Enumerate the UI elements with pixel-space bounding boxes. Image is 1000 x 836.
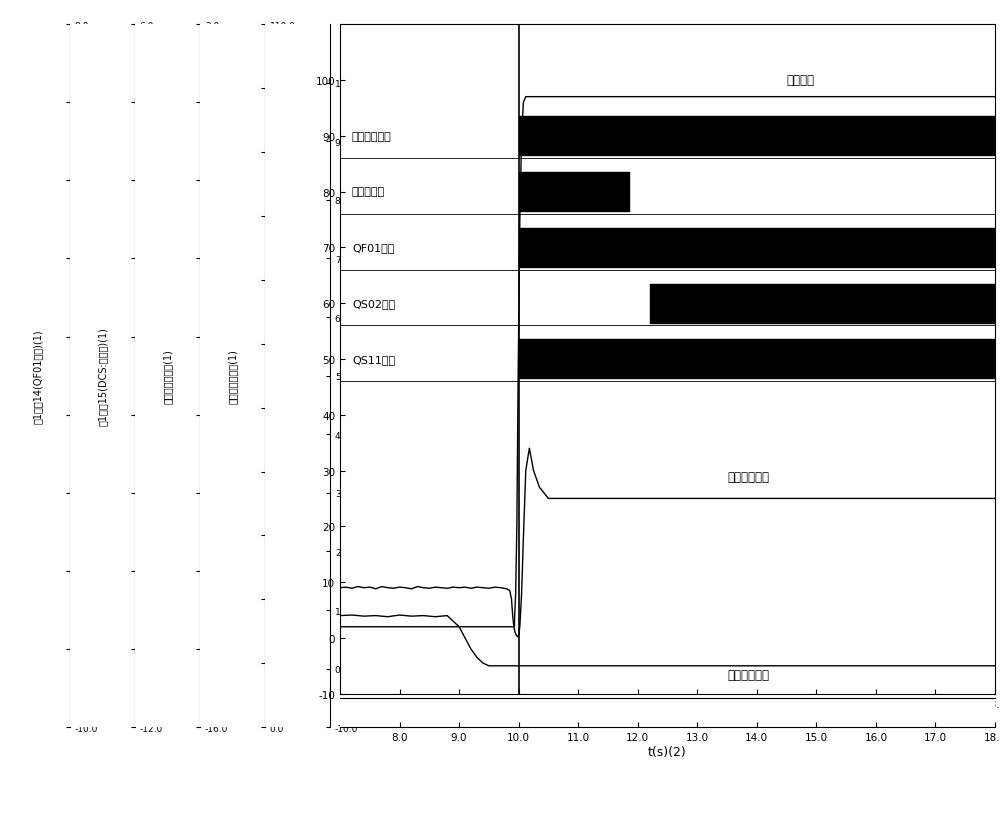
X-axis label: t(s)(2): t(s)(2) — [648, 745, 687, 758]
Text: 主励励磁电流: 主励励磁电流 — [727, 470, 769, 483]
Text: 机端电压: 机端电压 — [787, 74, 815, 87]
Text: QS11已合: QS11已合 — [352, 354, 395, 364]
Text: QF01已分: QF01已分 — [352, 243, 394, 253]
Text: 启动励磁停机: 启动励磁停机 — [352, 131, 392, 141]
Text: QS02已分: QS02已分 — [352, 298, 395, 308]
X-axis label: t(s)(1): t(s)(1) — [648, 711, 687, 725]
Text: 板1开入14(QF01已分)(1): 板1开入14(QF01已分)(1) — [32, 329, 42, 424]
Text: 机端电压百分値(1): 机端电压百分値(1) — [228, 349, 238, 404]
Text: 转子电流百分値(1): 转子电流百分値(1) — [162, 349, 173, 404]
Text: 启动励磁电流: 启动励磁电流 — [727, 668, 769, 681]
Text: 主励磁开机: 主励磁开机 — [352, 187, 385, 197]
Text: 板1开入15(DCS:启动停)(1): 板1开入15(DCS:启动停)(1) — [98, 327, 108, 426]
